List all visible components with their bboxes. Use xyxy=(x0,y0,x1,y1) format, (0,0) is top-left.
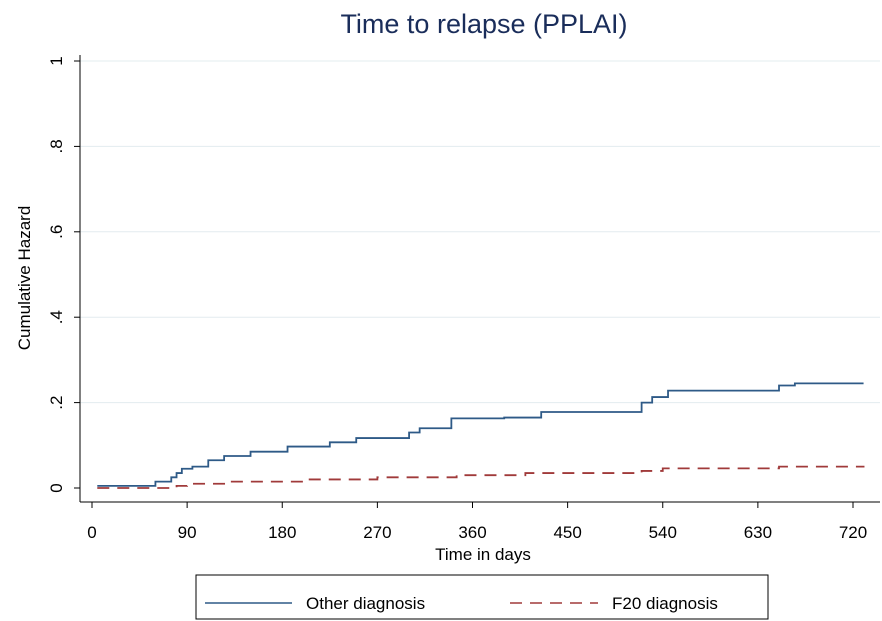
x-tick-label-6: 540 xyxy=(649,523,677,542)
x-tick-label-5: 450 xyxy=(553,523,581,542)
x-tick-label-2: 180 xyxy=(268,523,296,542)
x-tick-label-8: 720 xyxy=(839,523,867,542)
y-tick-label-2: .4 xyxy=(47,310,66,324)
y-tick-label-1: .2 xyxy=(47,396,66,410)
x-tick-label-1: 90 xyxy=(178,523,197,542)
x-tick-label-0: 0 xyxy=(87,523,96,542)
legend-label-f20-diagnosis: F20 diagnosis xyxy=(612,594,718,613)
grid-lines xyxy=(80,60,880,404)
series-line-0 xyxy=(97,382,864,487)
series-lines xyxy=(97,382,865,489)
series-line-1 xyxy=(97,465,865,489)
chart-title: Time to relapse (PPLAI) xyxy=(340,9,627,39)
x-tick-label-4: 360 xyxy=(458,523,486,542)
x-axis-title: Time in days xyxy=(435,545,531,564)
y-tick-label-0: 0 xyxy=(47,483,66,492)
tick-marks: 0 .2 .4 .6 .8 1 0 90 180 270 360 450 540 630 720 xyxy=(47,56,867,542)
x-tick-label-7: 630 xyxy=(744,523,772,542)
x-tick-label-3: 270 xyxy=(363,523,391,542)
y-tick-label-3: .6 xyxy=(47,225,66,239)
legend-box xyxy=(195,574,769,620)
y-tick-label-5: 1 xyxy=(47,56,66,65)
y-axis-title: Cumulative Hazard xyxy=(15,206,34,351)
legend: Other diagnosis F20 diagnosis xyxy=(195,574,769,620)
y-tick-label-4: .8 xyxy=(47,139,66,153)
axes xyxy=(79,55,880,503)
legend-label-other-diagnosis: Other diagnosis xyxy=(306,594,425,613)
